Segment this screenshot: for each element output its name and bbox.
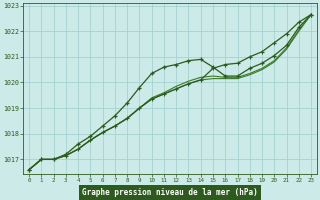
X-axis label: Graphe pression niveau de la mer (hPa): Graphe pression niveau de la mer (hPa) bbox=[82, 188, 258, 197]
